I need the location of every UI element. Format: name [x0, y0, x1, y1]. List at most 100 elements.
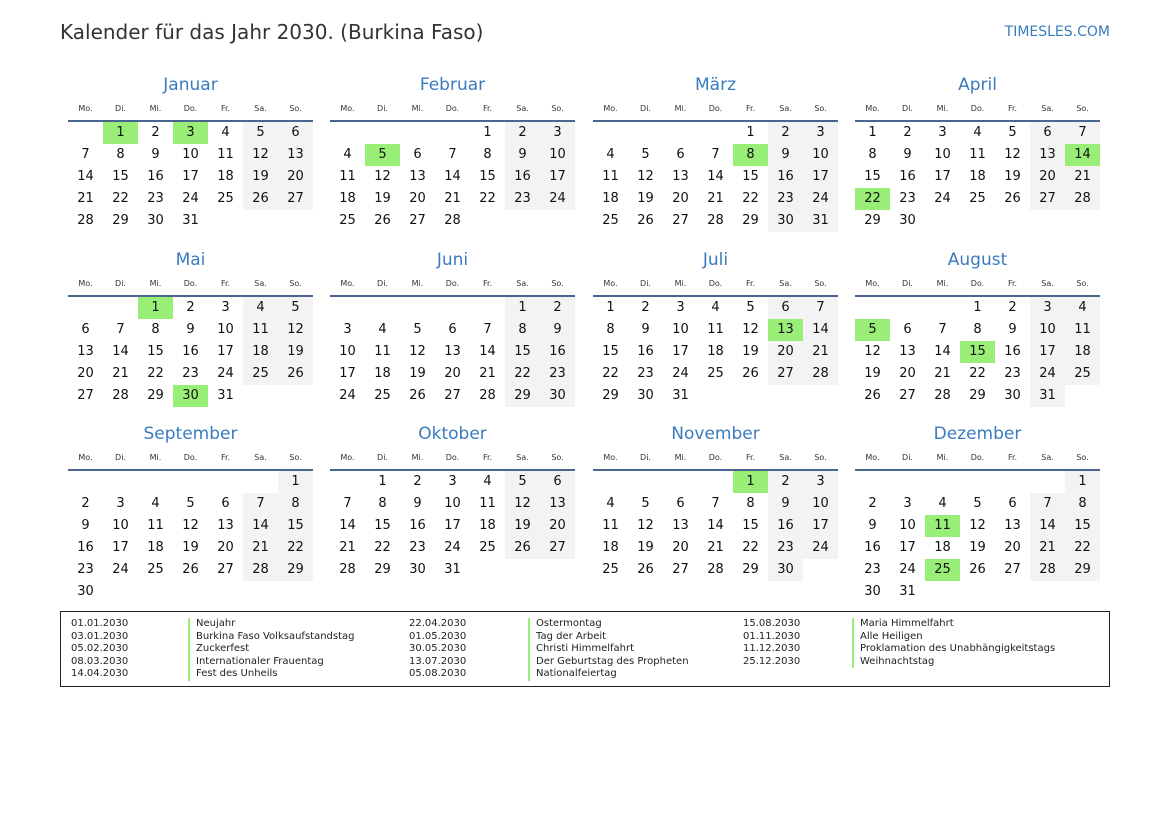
legend-holiday-name: Weihnachtstag [852, 655, 934, 668]
site-link[interactable]: TIMESLES.COM [1004, 24, 1110, 40]
day-cell: 25 [243, 363, 278, 385]
holiday-day-cell: 11 [925, 515, 960, 537]
day-cell: 22 [479, 191, 496, 206]
legend-date: 25.12.2030 [743, 655, 801, 667]
day-cell: 25 [707, 366, 724, 381]
day-cell: 9 [768, 144, 803, 166]
day-cell: 16 [768, 515, 803, 537]
month-title: November [671, 424, 760, 444]
day-cell: 3 [448, 474, 457, 489]
empty-cell [400, 297, 435, 319]
weekday-label: Fr. [220, 104, 231, 113]
month-august: August Mo. Di. Mi. Do. Fr. Sa. So. 1 2 3 4 5 6 7 8 9 10 11… [855, 247, 1100, 407]
day-cell: 11 [969, 147, 986, 162]
legend-date: 13.07.2030 [409, 655, 467, 667]
day-cell: 5 [641, 496, 650, 511]
day-cell: 28 [803, 363, 838, 385]
weekday-header: Mo. Di. Mi. Do. Fr. Sa. So. [330, 447, 575, 471]
day-cell: 7 [81, 147, 90, 162]
day-cell: 22 [505, 363, 540, 385]
holiday-day-cell: 15 [960, 341, 995, 363]
day-cell: 2 [413, 474, 422, 489]
day-cell: 20 [1004, 540, 1021, 555]
weekday-label: Fr. [482, 453, 493, 462]
weekday-label: Sa. [254, 279, 267, 288]
day-cell: 22 [602, 366, 619, 381]
day-cell: 21 [1030, 537, 1065, 559]
weekday-label: Fr. [482, 104, 493, 113]
day-grid: 1 2 3 4 5 6 7 8 9 10 11 12 13 14 15 16 17 18 19 20 21 22 23 24 2… [855, 122, 1100, 232]
day-cell: 25 [602, 562, 619, 577]
day-cell: 28 [1065, 188, 1100, 210]
day-cell: 22 [374, 540, 391, 555]
legend-holiday-name: Burkina Faso Volksaufstandstag [188, 630, 355, 643]
day-cell: 25 [602, 213, 619, 228]
legend-date: 11.12.2030 [743, 643, 801, 654]
empty-cell [698, 471, 733, 493]
day-cell: 14 [339, 518, 356, 533]
day-cell: 10 [803, 493, 838, 515]
weekday-label: So. [1076, 279, 1089, 288]
month-oktober: Oktober Mo. Di. Mi. Do. Fr. Sa. So. 1 2 3 4 5 6 7 8 9 10 1… [330, 421, 575, 581]
holiday-day-cell: 5 [855, 319, 890, 341]
weekday-label: Do. [970, 104, 985, 113]
weekday-label: Sa. [254, 453, 267, 462]
weekday-label: Sa. [254, 104, 267, 113]
empty-cell [925, 297, 960, 319]
day-cell: 25 [479, 540, 496, 555]
weekday-header: Mo. Di. Mi. Do. Fr. Sa. So. [593, 447, 838, 471]
day-cell: 4 [938, 496, 947, 511]
day-cell: 28 [112, 388, 129, 403]
day-cell: 11 [602, 169, 619, 184]
day-cell: 22 [112, 191, 129, 206]
day-cell: 20 [77, 366, 94, 381]
day-cell: 18 [479, 518, 496, 533]
month-april: April Mo. Di. Mi. Do. Fr. Sa. So. 1 2 3 4 5 6 7 8 9 10 11 1… [855, 72, 1100, 232]
month-title: Oktober [418, 424, 487, 444]
empty-cell [330, 122, 365, 144]
day-cell: 2 [1008, 300, 1017, 315]
empty-cell [330, 471, 365, 493]
day-cell: 11 [374, 344, 391, 359]
weekday-label: Do. [708, 104, 723, 113]
day-cell: 20 [672, 191, 689, 206]
legend-date: 05.02.2030 [71, 643, 129, 654]
day-cell: 30 [77, 584, 94, 599]
day-cell: 26 [742, 366, 759, 381]
empty-cell [103, 297, 138, 319]
day-cell: 6 [81, 322, 90, 337]
weekday-header: Mo. Di. Mi. Do. Fr. Sa. So. [68, 273, 313, 297]
weekday-label: So. [289, 104, 302, 113]
day-cell: 12 [1004, 147, 1021, 162]
day-cell: 11 [217, 147, 234, 162]
day-cell: 2 [540, 297, 575, 319]
weekday-label: Di. [640, 104, 651, 113]
legend-holiday-name: Alle Heiligen [852, 630, 923, 643]
day-cell: 10 [672, 322, 689, 337]
day-cell: 30 [899, 213, 916, 228]
empty-cell [855, 471, 890, 493]
day-cell: 31 [803, 210, 838, 232]
day-cell: 29 [374, 562, 391, 577]
holiday-day-cell: 13 [768, 319, 803, 341]
weekday-header: Mo. Di. Mi. Do. Fr. Sa. So. [593, 98, 838, 122]
day-cell: 11 [707, 322, 724, 337]
weekday-label: Do. [183, 453, 198, 462]
day-cell: 16 [768, 166, 803, 188]
day-cell: 19 [409, 366, 426, 381]
day-cell: 3 [343, 322, 352, 337]
day-cell: 31 [182, 213, 199, 228]
month-september: September Mo. Di. Mi. Do. Fr. Sa. So. 1 2 3 4 5 6 7 8 9 1… [68, 421, 313, 603]
weekday-label: Do. [708, 453, 723, 462]
weekday-label: Mo. [78, 104, 93, 113]
weekday-label: Fr. [1007, 453, 1018, 462]
day-cell: 31 [217, 388, 234, 403]
day-cell: 2 [768, 471, 803, 493]
day-cell: 8 [378, 496, 387, 511]
day-cell: 20 [444, 366, 461, 381]
legend-holiday-name: Fest des Unheils [188, 668, 277, 681]
empty-cell [995, 471, 1030, 493]
weekday-label: So. [289, 279, 302, 288]
empty-cell [890, 471, 925, 493]
weekday-label: Mi. [149, 453, 162, 462]
